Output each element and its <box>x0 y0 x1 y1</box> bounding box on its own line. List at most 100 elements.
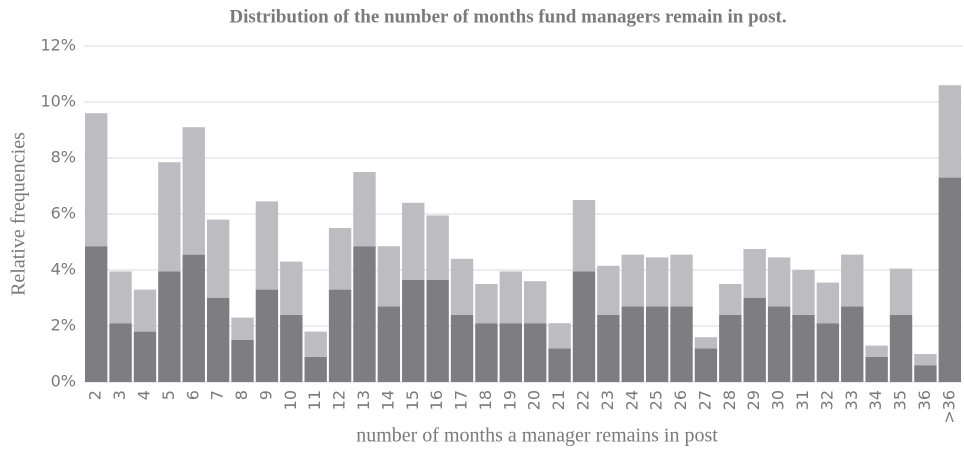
bar-segment <box>206 298 230 382</box>
bar-segment <box>841 306 864 382</box>
bar-segment <box>670 254 693 307</box>
x-tick-label: 10 <box>281 390 300 410</box>
bar-segment <box>621 306 644 382</box>
bar-segment <box>231 317 254 340</box>
chart-title: Distribution of the number of months fun… <box>229 6 786 27</box>
bar-segment <box>328 289 352 382</box>
bar-segment <box>719 314 742 382</box>
x-tick-label: 34 <box>866 390 885 410</box>
bar-segment <box>499 271 522 324</box>
bar-segment <box>402 202 425 280</box>
bar-segment <box>475 323 498 382</box>
bar-segment <box>914 365 937 382</box>
bar-segment <box>865 345 888 357</box>
bar-segment <box>206 219 230 298</box>
bar-segment <box>450 258 474 315</box>
x-tick-label: 5 <box>159 390 178 400</box>
x-tick-label: 32 <box>817 390 836 410</box>
x-tick-label: 17 <box>452 390 471 410</box>
bar-segment <box>792 314 815 382</box>
y-tick-label: 12% <box>40 36 76 55</box>
bar-segment <box>792 270 815 315</box>
x-tick-label: 22 <box>573 390 592 410</box>
x-tick-label: 30 <box>769 390 788 410</box>
bar-segment <box>767 306 791 382</box>
bar-segment <box>816 282 840 324</box>
bar-segment <box>719 284 742 315</box>
bar-segment <box>426 215 449 280</box>
bar-segment <box>597 314 620 382</box>
bar-segment <box>109 271 132 324</box>
bar-segment <box>524 281 547 324</box>
x-tick-label: 23 <box>598 390 617 410</box>
bar-segment <box>328 228 352 290</box>
bar-segment <box>645 257 669 307</box>
bar-segment <box>572 271 596 382</box>
bar-segment <box>865 356 888 382</box>
bar-segment <box>889 268 913 315</box>
bar-segment <box>353 246 376 382</box>
x-tick-label: 12 <box>330 390 349 410</box>
bar-segment <box>694 337 718 349</box>
x-tick-label: 16 <box>427 390 446 410</box>
bar-segment <box>841 254 864 307</box>
bar-segment <box>914 354 937 366</box>
bar-segment <box>304 356 327 382</box>
x-tick-label: 13 <box>354 390 373 410</box>
y-tick-label: 8% <box>51 148 76 167</box>
x-tick-label: 28 <box>720 390 739 410</box>
x-tick-label: 8 <box>232 390 251 400</box>
bar-segment <box>938 177 961 382</box>
bar-segment <box>816 323 840 382</box>
y-tick-label: 2% <box>51 316 76 335</box>
x-tick-label: 7 <box>208 390 227 400</box>
y-tick-label: 0% <box>51 372 76 391</box>
x-tick-label: 9 <box>256 390 275 400</box>
x-tick-label: >36 <box>939 390 958 424</box>
bar-segment <box>377 246 401 307</box>
bar-segment <box>499 323 522 382</box>
x-tick-label: 15 <box>403 390 422 410</box>
x-tick-label: 36 <box>915 390 934 410</box>
bar-segment <box>597 265 620 315</box>
x-tick-label: 11 <box>305 390 324 410</box>
y-tick-label: 10% <box>40 92 76 111</box>
bar-segment <box>475 284 498 324</box>
x-tick-label: 29 <box>744 390 763 410</box>
bar-segment <box>548 323 571 349</box>
x-tick-label: 18 <box>476 390 495 410</box>
bar-segment <box>133 331 157 382</box>
bar-segment <box>85 246 108 382</box>
x-tick-label: 26 <box>671 390 690 410</box>
x-tick-label: 33 <box>842 390 861 410</box>
bar-segment <box>402 279 425 382</box>
x-tick-label: 24 <box>622 390 641 410</box>
y-tick-label: 4% <box>51 260 76 279</box>
bar-segment <box>621 254 644 307</box>
x-tick-label: 20 <box>525 390 544 410</box>
bar-segment <box>524 323 547 382</box>
x-tick-label: 6 <box>183 390 202 400</box>
x-tick-label: 25 <box>647 390 666 410</box>
bar-segment <box>109 323 132 382</box>
bar-segment <box>889 314 913 382</box>
bar-segment <box>548 348 571 382</box>
bar-segment <box>85 113 108 247</box>
bar-segment <box>572 200 596 272</box>
bar-segment <box>694 348 718 382</box>
y-axis-title: Relative frequencies <box>8 132 30 296</box>
x-tick-label: 19 <box>500 390 519 410</box>
x-tick-label: 31 <box>793 390 812 410</box>
bar-segment <box>231 340 254 382</box>
bar-segment <box>645 306 669 382</box>
bar-segment <box>182 254 205 382</box>
x-tick-label: 27 <box>695 390 714 410</box>
bar-segment <box>280 261 303 315</box>
y-tick-label: 6% <box>51 204 76 223</box>
x-axis-title: number of months a manager remains in po… <box>356 425 718 447</box>
bar-segment <box>426 279 449 382</box>
bar-segment <box>158 271 181 382</box>
bar-segment <box>767 257 791 307</box>
bar-segment <box>938 85 961 178</box>
